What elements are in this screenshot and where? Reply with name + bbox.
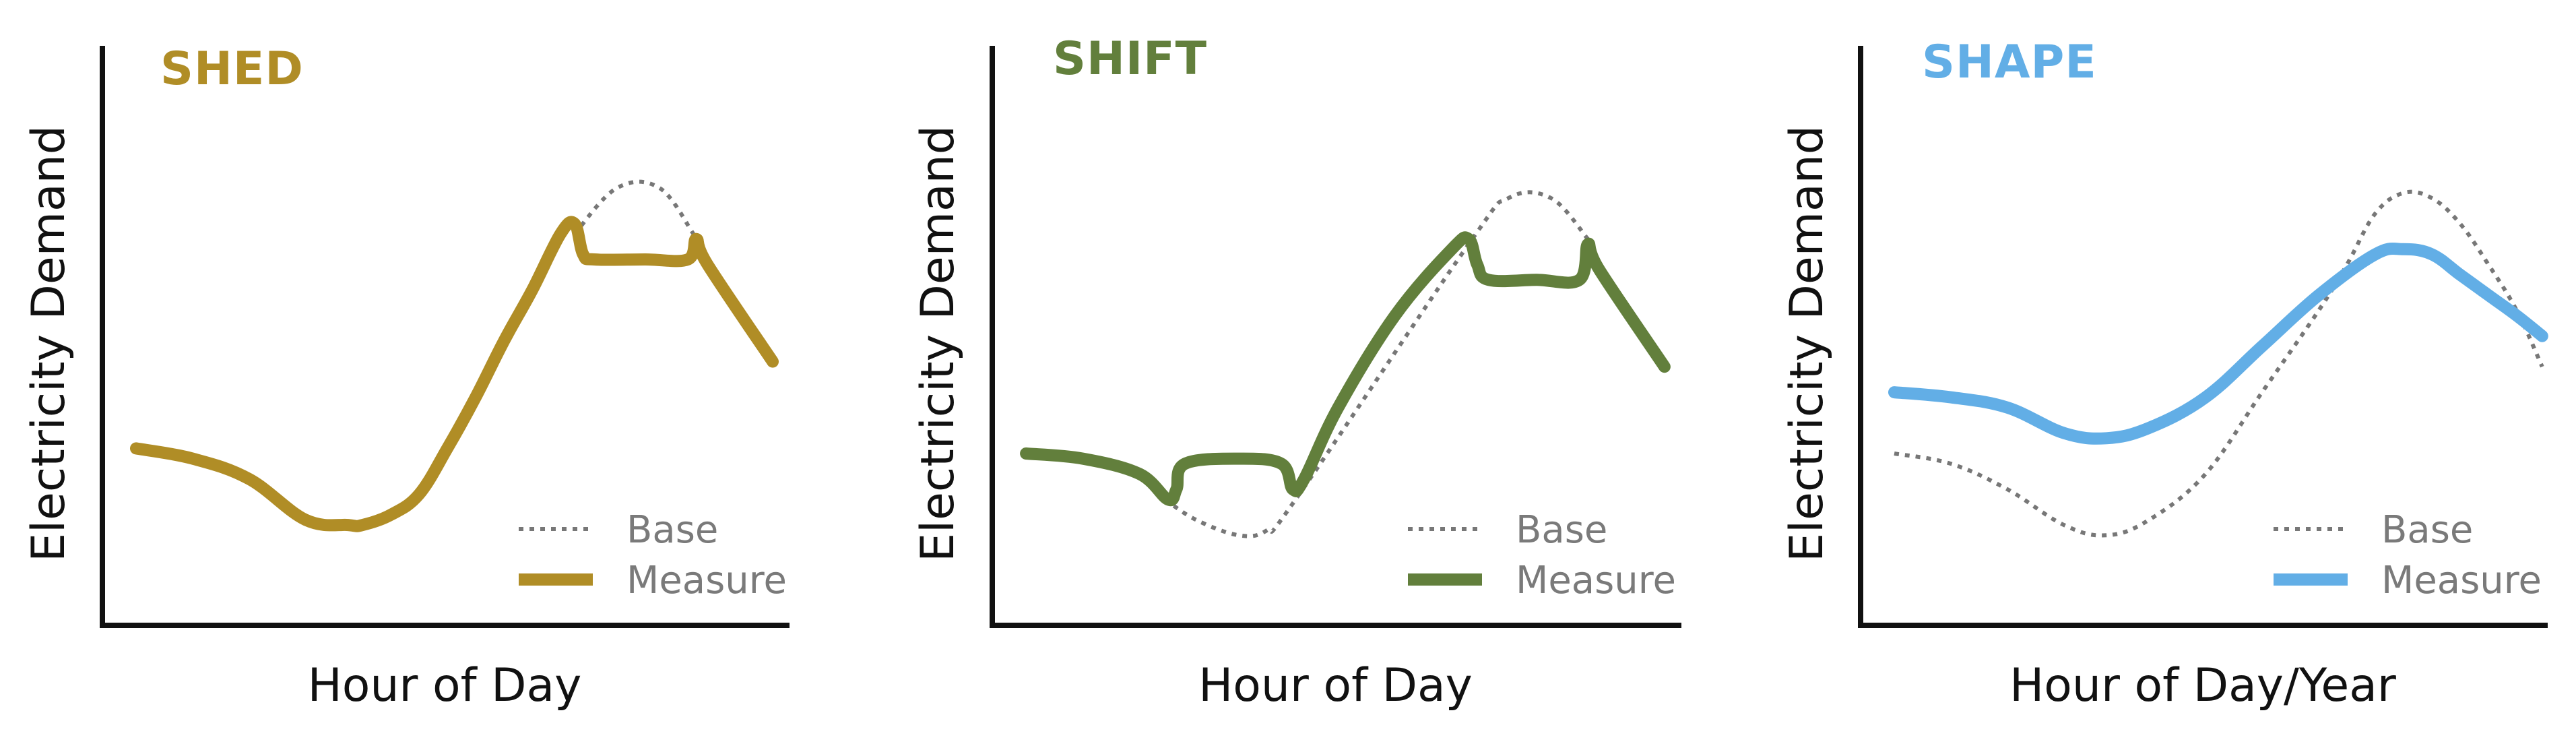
chart-title: SHED	[160, 42, 304, 96]
chart-svg: SHAPE Electricity Demand Hour of Day/Year B…	[1780, 36, 2548, 712]
chart-title: SHAPE	[1922, 36, 2097, 89]
series-line-measure	[1020, 231, 1671, 507]
x-axis-title: Hour of Day	[1198, 659, 1473, 712]
y-axis-title: Electricity Demand	[22, 125, 75, 562]
legend-label-base: Base	[626, 508, 718, 552]
shed-panel: SHED Electricity Demand Hour of Day Base Mea…	[0, 0, 869, 748]
legend-label-measure: Measure	[626, 559, 787, 602]
series-line-base	[1163, 190, 1590, 538]
series-line-measure	[1888, 242, 2548, 445]
legend-label-measure: Measure	[2381, 559, 2542, 602]
x-axis-title: Hour of Day	[308, 659, 582, 712]
series-line-base	[573, 179, 695, 236]
legend-label-measure: Measure	[1516, 559, 1676, 602]
shift-panel: SHIFT Electricity Demand Hour of Day Base Me…	[889, 0, 1731, 748]
chart-svg: SHIFT Electricity Demand Hour of Day Base Me…	[911, 32, 1681, 712]
chart-title: SHIFT	[1053, 32, 1207, 86]
shape-panel: SHAPE Electricity Demand Hour of Day/Year B…	[1758, 0, 2576, 748]
chart-svg: SHED Electricity Demand Hour of Day Base Mea…	[22, 42, 790, 712]
legend-label-base: Base	[2381, 508, 2473, 552]
series-line-base	[1894, 189, 2544, 538]
y-axis-title: Electricity Demand	[1780, 125, 1834, 562]
legend-label-base: Base	[1516, 508, 1607, 552]
y-axis-title: Electricity Demand	[911, 125, 965, 562]
series-line-measure	[130, 216, 779, 532]
x-axis-title: Hour of Day/Year	[2009, 659, 2396, 712]
